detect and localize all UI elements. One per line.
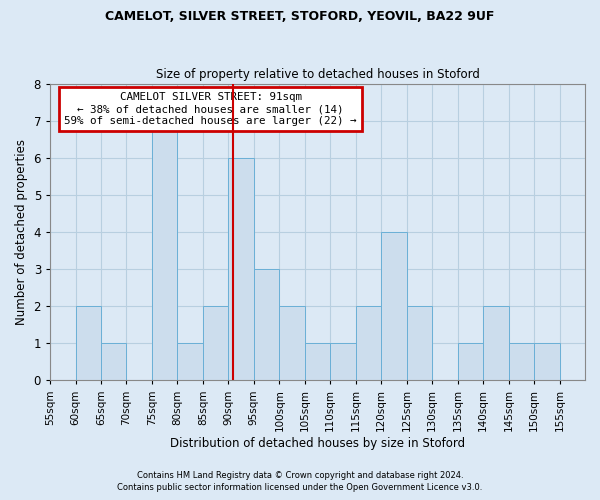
Y-axis label: Number of detached properties: Number of detached properties — [15, 139, 28, 325]
Title: Size of property relative to detached houses in Stoford: Size of property relative to detached ho… — [155, 68, 479, 81]
Bar — [458, 343, 483, 380]
Bar — [101, 343, 127, 380]
Bar — [381, 232, 407, 380]
Bar — [407, 306, 432, 380]
Bar — [534, 343, 560, 380]
Text: CAMELOT SILVER STREET: 91sqm
← 38% of detached houses are smaller (14)
59% of se: CAMELOT SILVER STREET: 91sqm ← 38% of de… — [64, 92, 357, 126]
Bar — [330, 343, 356, 380]
Text: CAMELOT, SILVER STREET, STOFORD, YEOVIL, BA22 9UF: CAMELOT, SILVER STREET, STOFORD, YEOVIL,… — [106, 10, 494, 23]
Bar — [483, 306, 509, 380]
Text: Contains HM Land Registry data © Crown copyright and database right 2024.
Contai: Contains HM Land Registry data © Crown c… — [118, 471, 482, 492]
Bar — [509, 343, 534, 380]
Bar — [76, 306, 101, 380]
Bar — [254, 269, 280, 380]
Bar — [229, 158, 254, 380]
Bar — [152, 120, 178, 380]
Bar — [305, 343, 330, 380]
Bar — [280, 306, 305, 380]
X-axis label: Distribution of detached houses by size in Stoford: Distribution of detached houses by size … — [170, 437, 465, 450]
Bar — [178, 343, 203, 380]
Bar — [356, 306, 381, 380]
Bar — [203, 306, 229, 380]
